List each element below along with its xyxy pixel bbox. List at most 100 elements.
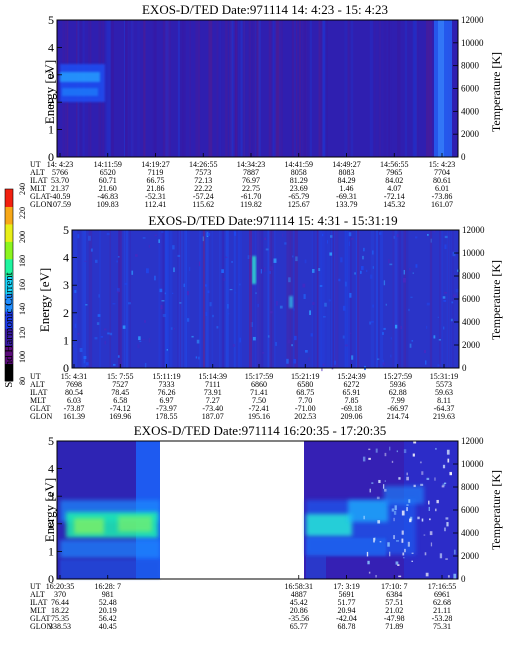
panel-3-orbit-cell: 45.42: [290, 598, 308, 607]
panel-2-orbit-cell: 209.06: [341, 412, 363, 421]
spectrogram-stripe: [326, 20, 328, 157]
spectrogram-speckle: [421, 471, 424, 475]
spectrogram-speckle: [362, 255, 364, 260]
spectrogram-stripe: [383, 20, 387, 157]
panel-1-spectrogram: [57, 20, 458, 157]
spectrogram-stripe: [376, 230, 378, 368]
panel-3-orbit-cell: 75.35: [51, 614, 69, 623]
spectrogram-speckle: [329, 252, 333, 256]
spectrogram-speckle: [429, 531, 433, 536]
panel-1-ytick-label: 1: [48, 123, 54, 137]
panel-3-orbit-cell: 16:20:35: [46, 582, 74, 591]
panel-2-y-axis: 0 1 2 3 4 5 Energy [eV]: [37, 223, 77, 375]
colorbar-tick-label: 140: [18, 303, 27, 315]
panel-3-orbit-cell: 981: [102, 590, 114, 599]
panel-3-orbit-row-label: MLT: [30, 606, 46, 615]
panel-3-y2tick-label: 10000: [461, 459, 484, 469]
panel-1-orbit-cell: -73.86: [432, 192, 453, 201]
panel-3-orbit-cell: 370: [54, 590, 66, 599]
spectrogram-speckle: [113, 363, 116, 366]
spectrogram-speckle: [402, 277, 406, 283]
spectrogram-speckle: [372, 304, 374, 308]
spectrogram-speckle: [77, 333, 80, 335]
spectrogram-speckle: [393, 535, 395, 540]
spectrogram-speckle: [148, 337, 151, 343]
panel-1-orbit-cell: 14: 4:23: [47, 160, 73, 169]
spectrogram-speckle: [95, 259, 98, 263]
spectrogram-stripe: [311, 230, 314, 368]
spectrogram-stripe: [165, 20, 169, 157]
spectrogram-stripe: [335, 230, 339, 368]
spectrogram-stripe: [294, 230, 298, 368]
panel-3-y2label: Temperature [K]: [489, 470, 503, 550]
spectrogram-speckle: [223, 278, 226, 281]
spectrogram-speckle: [439, 553, 443, 559]
panel-1-ylabel: Energy [eV]: [42, 60, 57, 124]
spectrogram-stripe: [256, 230, 260, 368]
spectrogram-speckle: [321, 367, 323, 372]
panel-2-orbit-cell: 15: 7:55: [107, 372, 133, 381]
panel-1-orbit-cell: -46.83: [97, 192, 118, 201]
spectrogram-speckle: [410, 296, 413, 299]
panel-2-orbit-cell: -74.12: [110, 404, 131, 413]
panel-1-orbit-cell: 14:49:27: [332, 160, 360, 169]
spectrogram-speckle: [445, 517, 449, 520]
spectrogram-speckle: [83, 355, 87, 360]
spectrogram-speckle: [375, 448, 378, 453]
spectrogram-stripe: [256, 230, 261, 368]
spectrogram-speckle: [74, 323, 77, 328]
spectrogram-speckle: [239, 337, 241, 343]
panel-3-orbit-cell: 20.94: [338, 606, 356, 615]
panel-2-ytick-label: 4: [63, 251, 69, 265]
spectrogram-speckle: [368, 571, 371, 574]
spectrogram-speckle: [142, 237, 146, 239]
spectrogram-stripe: [125, 230, 127, 368]
spectrogram-speckle: [204, 284, 208, 287]
spectrogram-stripe: [404, 20, 408, 157]
spectrogram-speckle: [403, 449, 407, 454]
spectrogram-speckle: [112, 303, 116, 305]
spectrogram-speckle: [426, 233, 429, 236]
panel-3-orbit-cell: 18.22: [51, 606, 69, 615]
panel-2-orbit-cell: 68.75: [296, 388, 314, 397]
spectrogram-speckle: [164, 292, 166, 295]
panel-1-orbit-cell: 8083: [339, 168, 355, 177]
panel-2-orbit-cell: 5936: [390, 380, 406, 389]
panel-2-orbit-cell: 15: 4:31: [61, 372, 87, 381]
panel-1-orbit-row-label: ALT: [30, 168, 45, 177]
spectrogram-speckle: [424, 552, 427, 556]
spectrogram-speckle: [442, 483, 446, 486]
spectrogram-speckle: [387, 542, 390, 547]
panel-2-orbit-cell: 214.74: [387, 412, 409, 421]
spectrogram-stripe: [439, 230, 442, 368]
panel-2-orbit-cell: 161.39: [63, 412, 85, 421]
spectrogram-speckle: [138, 336, 141, 341]
panel-2-orbit-cell: 7.99: [391, 396, 405, 405]
panel-3-orbit-cell: 57.51: [385, 598, 403, 607]
spectrogram-speckle: [384, 480, 387, 482]
spectrogram-stripe: [344, 230, 348, 368]
spectrogram-stripe: [448, 230, 450, 368]
spectrogram-speckle: [442, 464, 446, 469]
spectrogram-speckle: [367, 560, 370, 565]
panel-3-orbit-cell: 6961: [434, 590, 450, 599]
spectrogram-speckle: [363, 515, 366, 520]
spectrogram-stripe: [225, 230, 230, 368]
panel-2-orbit-cell: -64.37: [434, 404, 455, 413]
panel-2-orbit-cell: 15:17:59: [245, 372, 273, 381]
spectrogram-speckle: [309, 310, 311, 316]
spectrogram-speckle: [107, 332, 110, 335]
spectrogram-stripe: [167, 20, 170, 157]
colorbar-step: [5, 293, 13, 312]
spectrogram-speckle: [363, 247, 365, 252]
spectrogram-stripe: [237, 20, 242, 157]
spectrogram-stripe: [280, 20, 283, 157]
panel-1-orbit-row-label: GLON: [30, 200, 52, 209]
panel-1-orbit-cell: 109.83: [97, 200, 119, 209]
spectrogram-speckle: [385, 303, 387, 306]
spectrogram-speckle: [186, 318, 190, 322]
spectrogram-stripe: [256, 20, 260, 157]
spectrogram-speckle: [159, 288, 163, 293]
spectrogram-stripe: [234, 20, 238, 157]
panel-1-orbit-row-label: MLT: [30, 184, 46, 193]
